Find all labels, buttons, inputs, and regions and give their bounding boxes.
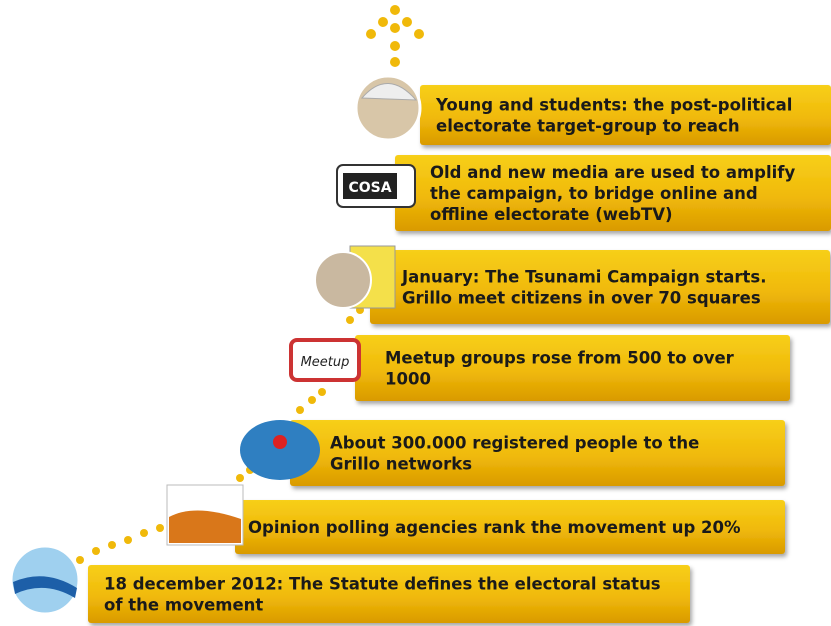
step: 18 december 2012: The Statute defines th… (9, 544, 690, 623)
connector-dot (308, 396, 316, 404)
connector-dot (318, 388, 326, 396)
connector-dot (76, 556, 84, 564)
step: January: The Tsunami Campaign starts. Gri… (314, 245, 830, 324)
connector-dot (140, 529, 148, 537)
connector-dot (124, 536, 132, 544)
icon (314, 251, 372, 309)
step-text: electorate target-group to reach (436, 117, 740, 136)
connector-dot (236, 474, 244, 482)
banner (235, 500, 785, 554)
step-text: About 300.000 registered people to the (330, 434, 699, 453)
arrow-up (366, 5, 424, 67)
step: Old and new media are used to amplify the… (336, 155, 831, 231)
step-text: the campaign, to bridge online and (430, 184, 758, 203)
banner (395, 155, 831, 231)
banner (420, 85, 831, 145)
icon-label: Meetup (301, 355, 350, 370)
connector-dot (296, 406, 304, 414)
banner (355, 335, 790, 401)
icon (273, 435, 287, 449)
step: Meetup groups rose from 500 to over 1000 M… (289, 335, 790, 401)
step-text: offline electorate (webTV) (430, 205, 673, 224)
step: Opinion polling agencies rank the moveme… (166, 484, 785, 554)
step-text: Opinion polling agencies rank the moveme… (248, 518, 741, 537)
icon (360, 83, 418, 101)
connector-dot (156, 524, 164, 532)
icon (240, 420, 320, 480)
icon (289, 338, 361, 382)
banner (370, 250, 830, 324)
step-text: Meetup groups rose from 500 to over (385, 349, 735, 368)
connector-dot (108, 541, 116, 549)
icon (13, 576, 77, 598)
icon (343, 173, 397, 199)
step-text: Old and new media are used to amplify (430, 163, 795, 182)
step: Young and students: the post-political el… (354, 74, 831, 145)
icon-label: COSA (348, 180, 391, 196)
banner (290, 420, 785, 486)
banner (88, 565, 690, 623)
icon (169, 510, 241, 543)
step: About 300.000 registered people to the Gr… (240, 420, 785, 486)
step-text: Grillo meet citizens in over 70 squares (402, 289, 761, 308)
step-text: January: The Tsunami Campaign starts. (401, 268, 766, 287)
step-text: Grillo networks (330, 455, 472, 474)
connector-dot (346, 316, 354, 324)
step-text: Young and students: the post-political (435, 96, 792, 115)
connector-dot (92, 547, 100, 555)
step-text: 18 december 2012: The Statute defines th… (104, 575, 661, 594)
step-text: 1000 (385, 370, 431, 389)
step-text: of the movement (104, 596, 263, 615)
